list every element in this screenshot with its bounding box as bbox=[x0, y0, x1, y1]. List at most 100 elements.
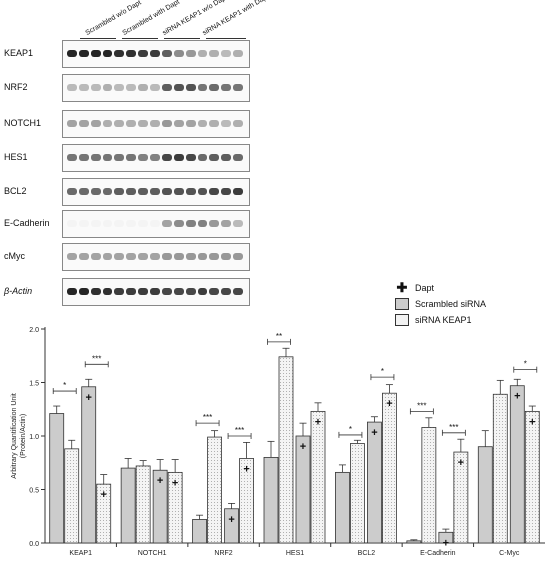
bar bbox=[350, 443, 365, 544]
blot-band bbox=[138, 253, 149, 260]
blot-band bbox=[197, 84, 208, 91]
dapt-marker: + bbox=[243, 463, 249, 475]
bar bbox=[278, 356, 294, 544]
bar bbox=[135, 465, 151, 544]
blot-label: NOTCH1 bbox=[4, 118, 42, 128]
blot-band bbox=[138, 120, 149, 127]
blot-band bbox=[78, 120, 89, 127]
blot-band bbox=[126, 288, 137, 295]
blot-label: NRF2 bbox=[4, 82, 28, 92]
blot-band bbox=[173, 50, 184, 57]
blot-band bbox=[90, 220, 101, 227]
blot-band bbox=[126, 50, 137, 57]
blot-band bbox=[67, 120, 77, 127]
dapt-marker: + bbox=[315, 416, 321, 428]
blot-band bbox=[90, 120, 101, 127]
x-tick-label: E-Cadherin bbox=[420, 550, 456, 557]
dapt-marker: + bbox=[371, 427, 377, 439]
legend: ✚ Dapt Scrambled siRNA siRNA KEAP1 bbox=[395, 280, 486, 328]
blot-band bbox=[67, 288, 77, 295]
blot-band bbox=[173, 154, 184, 161]
blot-band bbox=[233, 120, 243, 127]
blot-band bbox=[161, 188, 172, 195]
blot-band bbox=[126, 188, 137, 195]
blot-band bbox=[185, 288, 196, 295]
blot-band bbox=[209, 120, 220, 127]
blot-band bbox=[67, 188, 77, 195]
blot-band bbox=[197, 50, 208, 57]
blot-band bbox=[67, 253, 77, 260]
blot-band bbox=[90, 253, 101, 260]
blot-strip bbox=[62, 178, 250, 206]
legend-dapt: ✚ Dapt bbox=[395, 280, 486, 296]
blot-band bbox=[233, 288, 243, 295]
blot-band bbox=[150, 288, 160, 295]
blot-band bbox=[161, 154, 172, 161]
blot-band bbox=[90, 50, 101, 57]
blot-strip bbox=[62, 210, 250, 238]
blot-band bbox=[114, 154, 125, 161]
blot-band bbox=[102, 154, 113, 161]
legend-swatch-scrambled bbox=[395, 298, 409, 310]
blot-band bbox=[67, 50, 77, 57]
blot-band bbox=[150, 220, 160, 227]
dapt-marker: + bbox=[458, 457, 464, 469]
blot-band bbox=[150, 84, 160, 91]
blot-band bbox=[102, 188, 113, 195]
dapt-marker: + bbox=[514, 391, 520, 403]
blot-band bbox=[173, 253, 184, 260]
bar bbox=[310, 410, 326, 544]
y-axis-label: (Protein/Actin) bbox=[20, 414, 27, 458]
dapt-marker: + bbox=[443, 537, 449, 549]
blot-band bbox=[78, 220, 89, 227]
blot-band bbox=[209, 188, 220, 195]
blot-band bbox=[102, 253, 113, 260]
blot-band bbox=[126, 154, 137, 161]
blot-band bbox=[209, 50, 220, 57]
bar bbox=[367, 421, 382, 544]
blot-band bbox=[126, 253, 137, 260]
blot-band bbox=[197, 288, 208, 295]
blot-band bbox=[185, 120, 196, 127]
dapt-marker: + bbox=[85, 392, 91, 404]
sig-label: * bbox=[524, 360, 527, 369]
blot-band bbox=[221, 84, 232, 91]
legend-dapt-label: Dapt bbox=[415, 283, 435, 293]
x-tick-label: NOTCH1 bbox=[138, 550, 167, 557]
blot-band bbox=[114, 84, 125, 91]
y-tick-label: 0.0 bbox=[29, 541, 39, 548]
blot-band bbox=[138, 188, 149, 195]
sig-label: *** bbox=[203, 413, 212, 422]
blot-label: HES1 bbox=[4, 152, 28, 162]
blot-band bbox=[114, 288, 125, 295]
bar bbox=[421, 427, 437, 544]
legend-scrambled: Scrambled siRNA bbox=[395, 296, 486, 312]
blot-band bbox=[161, 120, 172, 127]
blot-band bbox=[221, 220, 232, 227]
dapt-marker: + bbox=[529, 416, 535, 428]
bar bbox=[64, 448, 80, 544]
blot-band bbox=[185, 50, 196, 57]
blot-band bbox=[102, 220, 113, 227]
sig-label: *** bbox=[92, 354, 101, 363]
blot-strip bbox=[62, 243, 250, 271]
bar bbox=[524, 410, 540, 544]
blot-band bbox=[90, 154, 101, 161]
sig-label: *** bbox=[235, 426, 244, 435]
blot-band bbox=[102, 84, 113, 91]
bar bbox=[406, 540, 422, 544]
blot-band bbox=[173, 120, 184, 127]
blot-band bbox=[209, 253, 220, 260]
x-tick-label: HES1 bbox=[286, 550, 304, 557]
blot-label: cMyc bbox=[4, 251, 25, 261]
blot-band bbox=[173, 220, 184, 227]
dapt-marker: + bbox=[100, 489, 106, 501]
sig-label: * bbox=[63, 381, 66, 390]
sig-label: *** bbox=[417, 401, 426, 410]
legend-kd: siRNA KEAP1 bbox=[395, 312, 486, 328]
blot-band bbox=[78, 50, 89, 57]
blot-band bbox=[221, 188, 232, 195]
blot-band bbox=[233, 188, 243, 195]
blot-band bbox=[102, 50, 113, 57]
blot-label: KEAP1 bbox=[4, 48, 34, 58]
